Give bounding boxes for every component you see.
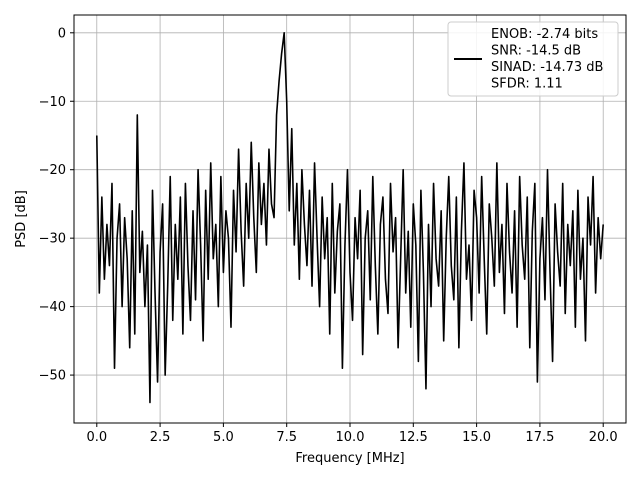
x-tick-label: 5.0 — [213, 430, 234, 445]
x-tick-label: 17.5 — [525, 430, 554, 445]
legend-sfdr: SFDR: 1.11 — [491, 77, 563, 92]
legend-enob: ENOB: -2.74 bits — [491, 27, 598, 42]
x-tick-label: 0.0 — [86, 430, 107, 445]
x-tick-label: 20.0 — [589, 430, 618, 445]
legend: ENOB: -2.74 bits SNR: -14.5 dB SINAD: -1… — [447, 21, 619, 97]
legend-sinad: SINAD: -14.73 dB — [491, 60, 603, 75]
y-tick-label: −40 — [39, 300, 66, 315]
y-tick-label: −10 — [39, 95, 66, 110]
y-axis-ticks: 0 −10 −20 −30 −40 −50 — [39, 26, 74, 384]
x-tick-label: 10.0 — [336, 430, 365, 445]
y-tick-label: 0 — [58, 26, 66, 41]
psd-series-line — [95, 31, 605, 404]
x-tick-label: 12.5 — [399, 430, 428, 445]
x-axis-title: Frequency [MHz] — [295, 451, 404, 466]
y-tick-label: −20 — [39, 163, 66, 178]
plot-area — [95, 31, 605, 404]
y-tick-label: −50 — [39, 369, 66, 384]
legend-snr: SNR: -14.5 dB — [491, 44, 581, 59]
x-tick-label: 2.5 — [150, 430, 171, 445]
legend-box — [447, 21, 619, 97]
y-axis-title: PSD [dB] — [14, 190, 29, 248]
x-tick-label: 15.0 — [462, 430, 491, 445]
y-tick-label: −30 — [39, 232, 66, 247]
x-tick-label: 7.5 — [276, 430, 297, 445]
x-axis-ticks: 0.0 2.5 5.0 7.5 10.0 12.5 15.0 17.5 20.0 — [86, 423, 618, 445]
